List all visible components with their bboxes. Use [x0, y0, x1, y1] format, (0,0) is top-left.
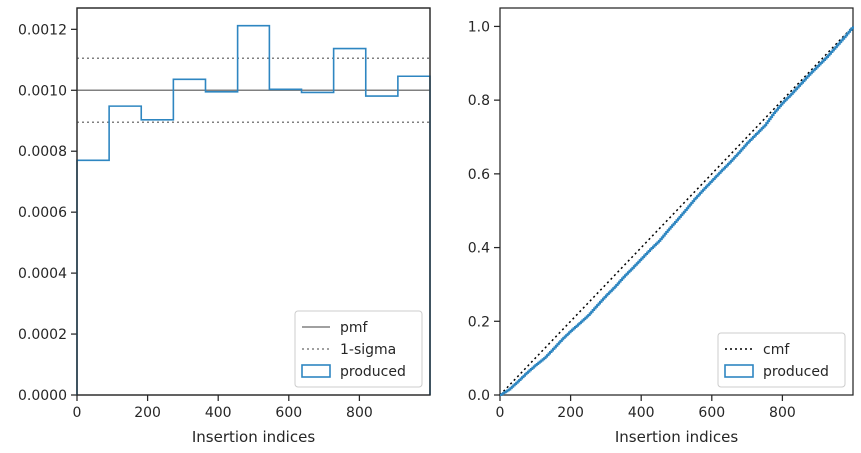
plot-frame-overlay [76, 7, 431, 396]
legend-label: produced [763, 364, 829, 380]
legend-box [294, 310, 423, 388]
legend-label: 1-sigma [340, 342, 396, 358]
y-tick-label: 0.0 [468, 388, 490, 404]
histogram-produced [76, 24, 431, 395]
histogram-bar [109, 106, 141, 395]
x-tick-label: 400 [205, 405, 232, 421]
histogram-bar [205, 92, 237, 395]
x-tick-label: 200 [557, 405, 584, 421]
y-tick-label: 0.8 [468, 93, 490, 109]
legend-label: cmf [763, 342, 790, 358]
y-tick-label: 0.0010 [18, 83, 67, 99]
y-tick-label: 0.2 [468, 314, 490, 330]
histogram-bar [141, 120, 173, 395]
x-tick-label: 800 [346, 405, 373, 421]
y-tick-label: 0.0012 [18, 22, 67, 38]
plot-frame [499, 7, 854, 396]
x-tick-label: 600 [275, 405, 302, 421]
cdf-produced [500, 26, 854, 396]
x-tick-label: 600 [698, 405, 725, 421]
y-tick-label: 0.0002 [18, 327, 67, 343]
histogram-panel: 0 200 400 600 800 0.0000 0.0002 0.0004 0.0006 0.0… [18, 7, 431, 446]
legend-label: pmf [340, 320, 369, 336]
histogram-bar [77, 160, 109, 395]
x-tick-label: 800 [769, 405, 796, 421]
legend-swatch-produced [724, 364, 754, 378]
y-tick-label: 0.4 [468, 241, 490, 257]
y-tick-label: 1.0 [468, 19, 490, 35]
y-tick-label: 0.6 [468, 167, 490, 183]
y-tick-label: 0.0004 [18, 266, 67, 282]
x-axis-label: Insertion indices [192, 428, 315, 446]
legend-swatch-produced [301, 364, 331, 378]
x-tick-label: 0 [496, 405, 505, 421]
y-tick-label: 0.0006 [18, 205, 67, 221]
legend-box [717, 332, 846, 388]
cmf-line [499, 25, 854, 396]
legend-label: produced [340, 364, 406, 380]
x-axis-label: Insertion indices [615, 428, 738, 446]
cmf-panel: 0 200 400 600 800 0.0 0.2 0.4 0.6 0.8 1.0 Insertion… [468, 7, 854, 446]
x-tick-label: 0 [73, 405, 82, 421]
histogram-bar [238, 26, 270, 395]
y-tick-label: 0.0008 [18, 144, 67, 160]
x-tick-label: 400 [628, 405, 655, 421]
x-tick-label: 200 [134, 405, 161, 421]
histogram-bar [173, 79, 205, 395]
y-tick-label: 0.0000 [18, 388, 67, 404]
